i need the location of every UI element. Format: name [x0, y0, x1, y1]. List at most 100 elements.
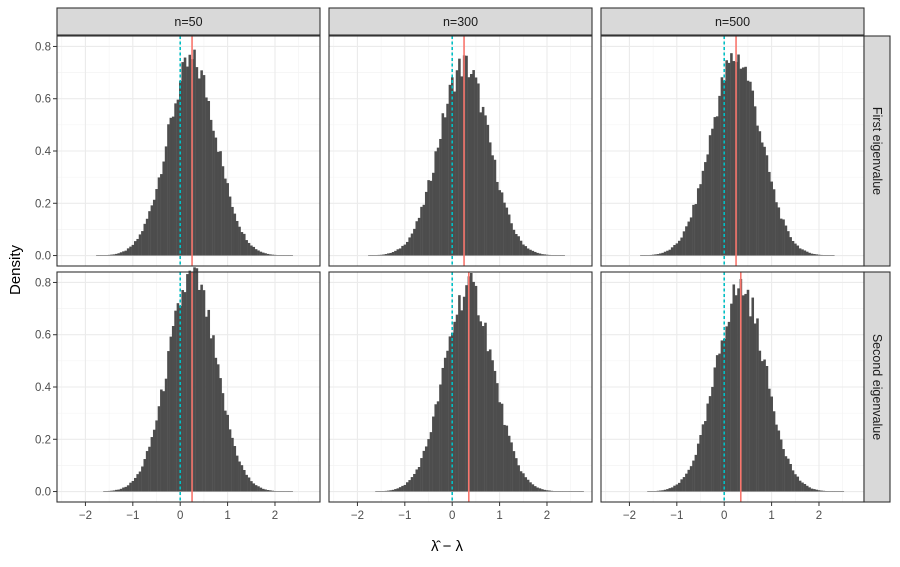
histogram-bar: [443, 117, 447, 256]
histogram-bar: [663, 489, 667, 492]
y-tick-label: 0.8: [35, 41, 51, 53]
histogram-bar: [379, 491, 383, 492]
histogram-bar: [552, 491, 556, 492]
histogram-bar: [782, 449, 785, 492]
histogram-bar: [145, 451, 149, 492]
histogram-bar: [278, 255, 282, 256]
histogram-bar: [138, 471, 142, 492]
histogram-bar: [96, 255, 99, 256]
histogram-bar: [796, 476, 800, 492]
histogram-bar: [730, 303, 733, 492]
histogram-bar: [455, 314, 459, 492]
histogram-bar: [836, 491, 840, 492]
histogram-bar: [207, 309, 211, 492]
histogram-bar: [257, 250, 260, 256]
histogram-bar: [666, 250, 669, 256]
histogram-bar: [763, 146, 766, 256]
y-tick-label: 0.0: [35, 251, 51, 263]
histogram-bar: [183, 292, 187, 492]
histogram-bar: [808, 252, 811, 256]
histogram-bar: [443, 357, 447, 492]
histogram-bar: [403, 484, 407, 492]
histogram-bar: [276, 255, 279, 256]
histogram-bar: [252, 483, 256, 492]
x-tick-label: −1: [670, 510, 683, 522]
histogram-bar: [458, 58, 461, 256]
histogram-bar: [377, 491, 381, 492]
histogram-bar: [763, 359, 766, 492]
histogram-bar: [98, 255, 102, 256]
column-strip: [56, 7, 321, 36]
histogram-bar: [822, 255, 826, 256]
histogram-bar: [810, 488, 814, 492]
histogram-bar: [406, 482, 409, 492]
histogram-bar: [519, 471, 523, 492]
histogram-bar: [458, 295, 461, 492]
histogram-bar: [775, 424, 778, 492]
histogram-bar: [519, 240, 523, 256]
histogram-bar: [202, 75, 206, 256]
histogram-bar: [571, 491, 575, 492]
row-strip: [863, 35, 891, 267]
histogram-bar: [560, 255, 563, 256]
histogram-bar: [701, 424, 705, 492]
histogram-bar: [200, 70, 203, 256]
histogram-bar: [238, 461, 241, 492]
column-strip: [600, 7, 865, 36]
histogram-bar: [474, 285, 478, 492]
histogram-bar: [782, 219, 785, 256]
histogram-bar: [453, 91, 456, 256]
histogram-bar: [152, 199, 156, 256]
histogram-bar: [181, 62, 184, 256]
histogram-bar: [148, 446, 151, 492]
histogram-bar: [794, 474, 797, 492]
histogram-bar: [219, 378, 222, 492]
histogram-bar: [555, 491, 558, 492]
histogram-bar: [538, 253, 542, 256]
histogram-bar: [713, 367, 717, 492]
histogram-bar: [493, 370, 497, 492]
histogram-bar: [514, 458, 518, 492]
histogram-bar: [216, 151, 220, 256]
y-tick-label: 0.2: [35, 198, 51, 210]
column-strip-label: n=500: [715, 15, 750, 29]
histogram-bar: [285, 491, 289, 492]
histogram-bar: [150, 437, 154, 492]
histogram-bar: [434, 151, 438, 256]
histogram-bar: [209, 119, 213, 256]
histogram-bar: [741, 295, 745, 492]
histogram-bar: [415, 469, 419, 492]
panel-1-2: [600, 271, 865, 503]
histogram-bar: [711, 386, 714, 492]
histogram-bar: [479, 112, 483, 256]
histogram-bar: [235, 455, 239, 492]
histogram-bar: [408, 237, 411, 256]
strips-layer: n=50 n=300 n=500 First eigenvalue Second eig…: [56, 7, 891, 503]
histogram-bar: [226, 414, 229, 492]
histogram-bar: [155, 189, 158, 256]
y-tick-label: 0.2: [35, 434, 51, 446]
histogram-bar: [160, 389, 163, 492]
y-tick-label: 0.0: [35, 487, 51, 499]
y-axis-label: Density: [7, 244, 24, 295]
histogram-bar: [245, 474, 248, 492]
histogram-bar: [271, 254, 274, 256]
histogram-bar: [136, 474, 139, 492]
histogram-bar: [382, 254, 385, 256]
histogram-bar: [394, 250, 397, 256]
histogram-bar: [375, 491, 378, 492]
histogram-bar: [708, 135, 712, 256]
histogram-bar: [768, 171, 771, 256]
histogram-bar: [150, 205, 154, 256]
histogram-bar: [801, 482, 804, 492]
histogram-bar: [699, 184, 702, 256]
histogram-bar: [770, 396, 773, 492]
histogram-bar: [685, 473, 688, 492]
histogram-bar: [115, 253, 118, 256]
histogram-bar: [377, 254, 381, 256]
histogram-bar: [663, 251, 667, 256]
histogram-bar: [751, 297, 755, 492]
histogram-bar: [264, 253, 267, 256]
histogram-bar: [701, 170, 705, 256]
histogram-bar: [704, 421, 707, 492]
